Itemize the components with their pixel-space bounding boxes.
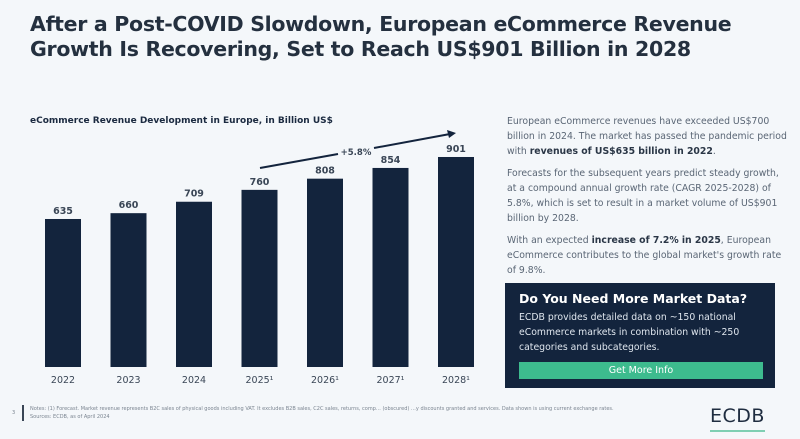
highlight: revenues of US$635 billion in 2022 (529, 146, 713, 157)
paragraph-1: European eCommerce revenues have exceede… (507, 114, 787, 159)
market-data-cta: Do You Need More Market Data? ECDB provi… (505, 283, 775, 388)
bar (110, 213, 147, 367)
data-label: 808 (315, 166, 335, 177)
bar (176, 201, 212, 367)
get-more-info-button[interactable]: Get More Info (519, 362, 763, 379)
data-label: 854 (381, 155, 401, 166)
text: . (712, 146, 716, 157)
data-label: 901 (446, 144, 466, 155)
trend-arrow-line (259, 153, 339, 169)
trend-arrow-line (373, 133, 451, 149)
bar (438, 156, 474, 367)
data-label: 709 (184, 189, 204, 200)
x-tick-label: 2023 (116, 375, 140, 386)
notes: Notes: (1) Forecast. Market revenue repr… (30, 406, 614, 412)
page-number: 3 (12, 410, 16, 416)
x-tick-label: 2028¹ (442, 375, 470, 386)
text: , European eCommerce contributes to the … (507, 235, 782, 276)
bar (307, 178, 343, 367)
description: European eCommerce revenues have exceede… (507, 114, 787, 285)
data-label: 635 (53, 206, 73, 217)
divider (22, 405, 24, 421)
cta-text: ECDB provides detailed data on ~150 nati… (519, 312, 740, 353)
x-tick-label: 2022 (51, 375, 75, 386)
text: With an expected (507, 235, 592, 246)
chart-title: eCommerce Revenue Development in Europe,… (30, 116, 333, 126)
page-title: After a Post-COVID Slowdown, European eC… (30, 12, 732, 61)
logo-underline (710, 430, 765, 432)
logo-text: ECDB (710, 405, 765, 427)
cagr-annotation: +5.8% (341, 148, 372, 158)
bar (372, 167, 409, 367)
sources: Sources: ECDB, as of April 2024 (30, 414, 110, 420)
x-tick-label: 2027¹ (377, 375, 405, 386)
text: European eCommerce revenues have exceede… (507, 116, 787, 157)
x-tick-label: 2026¹ (311, 375, 339, 386)
paragraph-2: Forecasts for the subsequent years predi… (507, 168, 779, 224)
x-tick-label: 2025¹ (246, 375, 274, 386)
bar (241, 189, 278, 367)
paragraph-3: With an expected increase of 7.2% in 202… (507, 233, 787, 278)
ecdb-logo: ECDB (710, 405, 765, 432)
data-label: 660 (119, 200, 139, 211)
highlight: increase of 7.2% in 2025 (591, 235, 721, 246)
arrow-head (447, 130, 456, 138)
x-tick-label: 2024 (182, 375, 206, 386)
cta-heading: Do You Need More Market Data? (519, 291, 748, 306)
data-label: 760 (250, 177, 270, 188)
bar (45, 218, 81, 367)
